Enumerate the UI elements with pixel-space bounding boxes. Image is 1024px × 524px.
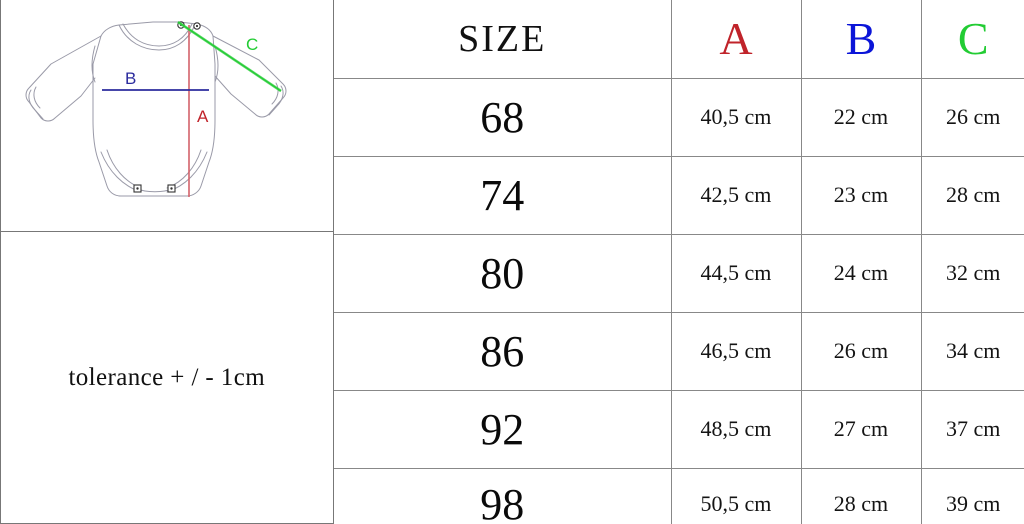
cell-a: 46,5 cm <box>671 312 802 391</box>
header-a: A <box>671 0 802 79</box>
snap-icon <box>195 24 199 28</box>
left-sleeve <box>25 35 102 122</box>
header-c: C <box>921 0 1024 79</box>
table-header: SIZE A B C <box>334 0 1024 79</box>
cell-a: 48,5 cm <box>671 390 802 469</box>
right-sleeve-cuff-inner <box>271 82 279 105</box>
cell-b: 28 cm <box>801 468 922 524</box>
neckline <box>118 24 196 51</box>
header-b: B <box>801 0 922 79</box>
right-armhole <box>214 45 219 83</box>
header-row: SIZE A B C <box>334 0 1024 79</box>
left-armhole <box>91 45 96 83</box>
measure-label-b: B <box>125 69 136 88</box>
table-row: 92 48,5 cm 27 cm 37 cm <box>334 390 1024 469</box>
crotch-left-seam <box>106 149 142 189</box>
left-sleeve-cuff-inner <box>33 86 41 109</box>
cell-b: 22 cm <box>801 78 922 157</box>
right-sleeve-cuff <box>268 85 284 116</box>
bodysuit-diagram: A B C <box>25 20 287 197</box>
bodysuit-body-outline <box>92 21 216 197</box>
table-row: 68 40,5 cm 22 cm 26 cm <box>334 78 1024 157</box>
tolerance-note: tolerance + / - 1cm <box>68 364 266 391</box>
table-row: 86 46,5 cm 26 cm 34 cm <box>334 312 1024 391</box>
neckline-trim <box>122 23 193 47</box>
left-panel: A B C tolerance + / - 1cm <box>1 0 334 524</box>
table-panel: SIZE A B C 68 40,5 cm 22 cm 26 cm 74 42,… <box>334 0 1024 524</box>
measure-label-c: C <box>246 35 258 54</box>
table-row: 74 42,5 cm 23 cm 28 cm <box>334 156 1024 235</box>
cell-size: 86 <box>334 312 672 391</box>
cell-a: 50,5 cm <box>671 468 802 524</box>
cell-c: 34 cm <box>921 312 1024 391</box>
table-body: 68 40,5 cm 22 cm 26 cm 74 42,5 cm 23 cm … <box>334 78 1024 524</box>
cell-c: 26 cm <box>921 78 1024 157</box>
cell-b: 24 cm <box>801 234 922 313</box>
measure-line-c-core <box>177 21 282 92</box>
cell-c: 37 cm <box>921 390 1024 469</box>
right-sleeve <box>212 35 287 118</box>
cell-b: 27 cm <box>801 390 922 469</box>
table-row: 80 44,5 cm 24 cm 32 cm <box>334 234 1024 313</box>
cell-a: 44,5 cm <box>671 234 802 313</box>
snap-icon <box>170 187 173 190</box>
tolerance-cell: tolerance + / - 1cm <box>1 232 333 524</box>
measure-label-a: A <box>197 107 209 126</box>
diagram-cell: A B C <box>1 0 333 232</box>
snap-icon <box>136 187 139 190</box>
cell-size: 68 <box>334 78 672 157</box>
cell-a: 40,5 cm <box>671 78 802 157</box>
cell-size: 92 <box>334 390 672 469</box>
cell-size: 80 <box>334 234 672 313</box>
cell-size: 74 <box>334 156 672 235</box>
size-chart-table: SIZE A B C 68 40,5 cm 22 cm 26 cm 74 42,… <box>334 0 1024 524</box>
cell-c: 32 cm <box>921 234 1024 313</box>
crotch-right-seam <box>166 149 202 189</box>
table-row: 98 50,5 cm 28 cm 39 cm <box>334 468 1024 524</box>
cell-a: 42,5 cm <box>671 156 802 235</box>
header-size: SIZE <box>334 0 672 79</box>
cell-c: 28 cm <box>921 156 1024 235</box>
cell-b: 23 cm <box>801 156 922 235</box>
cell-b: 26 cm <box>801 312 922 391</box>
cell-c: 39 cm <box>921 468 1024 524</box>
left-sleeve-cuff <box>28 89 44 120</box>
crotch-snaps <box>133 184 176 193</box>
cell-size: 98 <box>334 468 672 524</box>
